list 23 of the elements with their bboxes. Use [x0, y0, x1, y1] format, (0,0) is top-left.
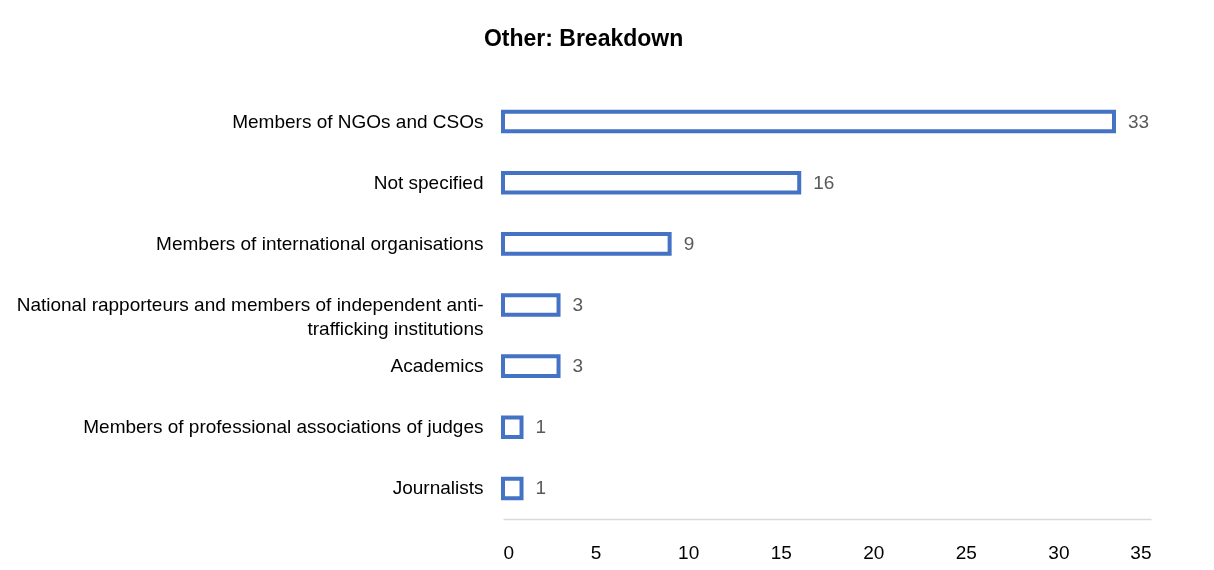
chart-title: Other: Breakdown [483, 25, 684, 51]
y-tick-label: Members of professional associations of judges [83, 416, 484, 438]
x-tick-label: 0 [503, 541, 515, 563]
x-tick-label: 5 [590, 541, 602, 563]
x-tick-label: 20 [863, 541, 885, 563]
x-tick-label: 15 [770, 541, 792, 563]
data-label: 1 [535, 416, 547, 438]
y-tick-label: Members of international organisations [156, 232, 484, 254]
y-tick-label: Journalists [392, 477, 484, 499]
y-tick-label: Members of NGOs and CSOs [232, 110, 484, 132]
data-label: 9 [683, 232, 695, 254]
y-tick-label: National rapporteurs and members of independent anti-trafficking institutions [16, 294, 484, 339]
data-label: 3 [572, 355, 584, 377]
data-label: 3 [572, 294, 584, 315]
x-tick-label: 35 [1130, 541, 1152, 563]
y-tick-label: Academics [390, 355, 484, 377]
data-label: 1 [535, 477, 547, 499]
x-tick-label: 25 [955, 541, 977, 563]
y-tick-label: Not specified [373, 171, 484, 193]
data-label: 16 [813, 171, 835, 193]
x-tick-label: 30 [1048, 541, 1070, 563]
data-label: 33 [1127, 110, 1150, 132]
x-tick-label: 10 [678, 541, 700, 563]
